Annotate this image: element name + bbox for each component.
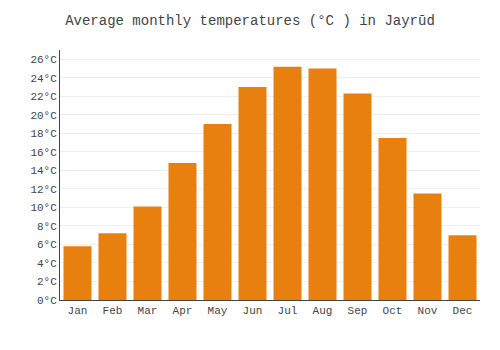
svg-text:14°C: 14°C <box>30 165 57 177</box>
svg-text:Average monthly temperatures (: Average monthly temperatures (°C ) in Ja… <box>65 13 435 29</box>
svg-text:Dec: Dec <box>453 305 473 317</box>
svg-text:16°C: 16°C <box>30 147 57 159</box>
svg-text:Jan: Jan <box>68 305 88 317</box>
svg-text:May: May <box>208 305 228 317</box>
svg-text:12°C: 12°C <box>30 184 57 196</box>
svg-text:Sep: Sep <box>348 305 368 317</box>
svg-text:8°C: 8°C <box>37 221 57 233</box>
svg-text:Jun: Jun <box>243 305 263 317</box>
svg-text:6°C: 6°C <box>37 239 57 251</box>
svg-text:4°C: 4°C <box>37 258 57 270</box>
svg-text:26°C: 26°C <box>30 54 57 66</box>
svg-text:22°C: 22°C <box>30 91 57 103</box>
svg-text:Apr: Apr <box>173 305 193 317</box>
svg-text:18°C: 18°C <box>30 128 57 140</box>
svg-text:Aug: Aug <box>313 305 333 317</box>
svg-text:Jul: Jul <box>278 305 298 317</box>
svg-text:0°C: 0°C <box>37 295 57 307</box>
svg-text:Feb: Feb <box>103 305 123 317</box>
svg-text:Oct: Oct <box>383 305 403 317</box>
svg-text:24°C: 24°C <box>30 73 57 85</box>
svg-text:20°C: 20°C <box>30 110 57 122</box>
svg-text:Nov: Nov <box>418 305 438 317</box>
svg-text:10°C: 10°C <box>30 202 57 214</box>
svg-text:2°C: 2°C <box>37 276 57 288</box>
svg-text:Mar: Mar <box>138 305 158 317</box>
